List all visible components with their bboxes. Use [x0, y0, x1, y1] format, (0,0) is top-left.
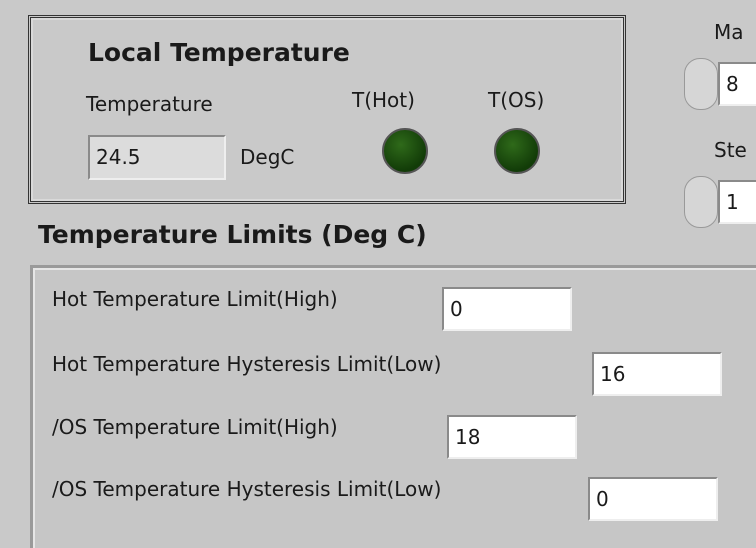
side-value[interactable]: 8: [718, 62, 756, 106]
unit-label: DegC: [240, 145, 295, 169]
panel-title: Local Temperature: [88, 38, 350, 67]
indicator-label: T(OS): [488, 88, 545, 112]
limit-label: /OS Temperature Hysteresis Limit(Low): [52, 477, 442, 501]
limit-input[interactable]: 18: [447, 415, 577, 459]
side-label: Ste: [714, 138, 747, 162]
screen: Local Temperature Temperature 24.5 DegC …: [28, 15, 756, 548]
indicator-label: T(Hot): [352, 88, 415, 112]
led: [494, 128, 540, 174]
limit-input[interactable]: 16: [592, 352, 722, 396]
limit-label: Hot Temperature Hysteresis Limit(Low): [52, 352, 442, 376]
side-label: Ma: [714, 20, 744, 44]
side-value[interactable]: 1: [718, 180, 756, 224]
temperature-value: 24.5: [88, 135, 226, 180]
limits-title: Temperature Limits (Deg C): [38, 220, 427, 249]
limit-input[interactable]: 0: [588, 477, 718, 521]
spinner[interactable]: [684, 176, 718, 228]
local-temperature-panel: [28, 15, 626, 204]
limit-label: Hot Temperature Limit(High): [52, 287, 338, 311]
spinner[interactable]: [684, 58, 718, 110]
limit-input[interactable]: 0: [442, 287, 572, 331]
temperature-label: Temperature: [86, 92, 213, 116]
led: [382, 128, 428, 174]
limit-label: /OS Temperature Limit(High): [52, 415, 338, 439]
